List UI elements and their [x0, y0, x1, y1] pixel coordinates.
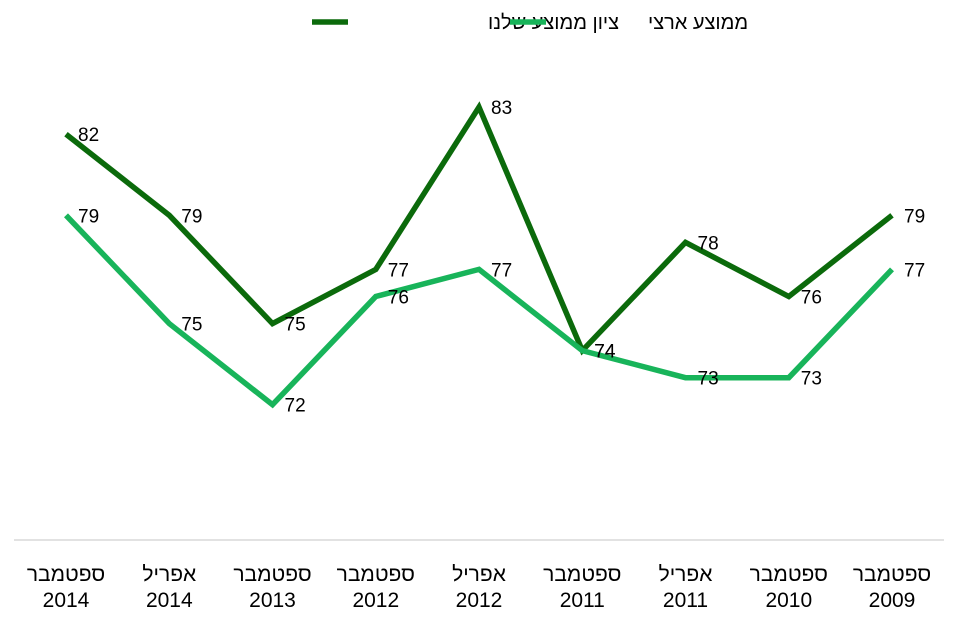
x-tick-label-3: ספטמבר [337, 563, 415, 586]
x-tick-label-2: ספטמבר [233, 563, 311, 586]
x-tick-year-4: 2012 [456, 589, 503, 612]
x-tick-year-8: 2009 [869, 589, 916, 612]
data-label-s1-4: 77 [491, 260, 512, 281]
x-tick-year-6: 2011 [663, 589, 708, 612]
x-tick-label-4: אפריל [452, 563, 506, 586]
data-label-s1-8: 77 [904, 260, 925, 281]
x-tick-label-7: ספטמבר [750, 563, 828, 586]
x-tick-labels: ספטמבר 2014 אפריל 2014 ספטמבר 2013 ספטמבר 2012 א… [27, 563, 931, 612]
x-tick-label-5: ספטמבר [543, 563, 621, 586]
data-label-s1-7: 73 [801, 369, 822, 390]
x-tick-year-3: 2012 [352, 589, 399, 612]
x-tick-label-0: ספטמבר [27, 563, 105, 586]
x-tick-label-1: אפריל [142, 563, 196, 586]
x-tick-label-8: ספטמבר [853, 563, 931, 586]
data-label-s0-4: 83 [491, 98, 512, 119]
data-label-s0-3: 77 [388, 260, 409, 281]
legend-label-0: ציון ממוצע שלנו [488, 12, 619, 34]
data-label-s0-5: 74 [594, 342, 616, 363]
legend: ציון ממוצע שלנו ממוצע ארצי [312, 12, 748, 34]
series-layer [64, 101, 894, 409]
data-label-s0-7: 76 [801, 288, 822, 309]
data-label-s1-1: 75 [181, 315, 202, 336]
x-tick-year-7: 2010 [765, 589, 812, 612]
series-line-0 [64, 101, 894, 356]
legend-label-1: ממוצע ארצי [648, 12, 748, 34]
series-line-1 [64, 213, 894, 409]
x-tick-year-5: 2011 [560, 589, 605, 612]
x-tick-year-0: 2014 [43, 589, 90, 612]
x-tick-year-1: 2014 [146, 589, 193, 612]
data-label-s0-1: 79 [181, 206, 202, 227]
data-label-s0-8: 79 [904, 206, 925, 227]
data-label-s1-6: 73 [698, 369, 719, 390]
data-label-s0-0: 82 [78, 125, 99, 146]
data-label-s1-3: 76 [388, 288, 409, 309]
data-label-s1-2: 72 [285, 396, 306, 417]
data-label-s0-6: 78 [698, 233, 719, 254]
data-label-s1-5: 74 [594, 342, 616, 363]
x-tick-label-6: אפריל [659, 563, 713, 586]
data-label-s1-0: 79 [78, 206, 99, 227]
data-label-s0-2: 75 [285, 315, 306, 336]
x-tick-year-2: 2013 [249, 589, 296, 612]
